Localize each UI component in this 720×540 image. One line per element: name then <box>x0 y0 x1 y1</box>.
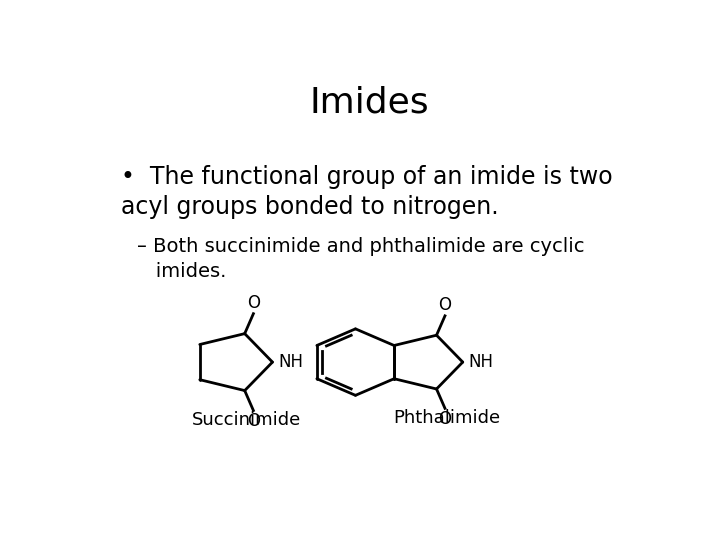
Text: Phthalimide: Phthalimide <box>394 409 500 427</box>
Text: Imides: Imides <box>309 85 429 119</box>
Text: – Both succinimide and phthalimide are cyclic
   imides.: – Both succinimide and phthalimide are c… <box>138 238 585 281</box>
Text: O: O <box>438 410 451 428</box>
Text: O: O <box>247 294 260 312</box>
Text: O: O <box>247 412 260 430</box>
Text: O: O <box>438 296 451 314</box>
Text: Succinimide: Succinimide <box>192 411 301 429</box>
Text: NH: NH <box>278 353 303 371</box>
Text: NH: NH <box>468 353 493 371</box>
Text: •  The functional group of an imide is two
acyl groups bonded to nitrogen.: • The functional group of an imide is tw… <box>121 165 612 219</box>
